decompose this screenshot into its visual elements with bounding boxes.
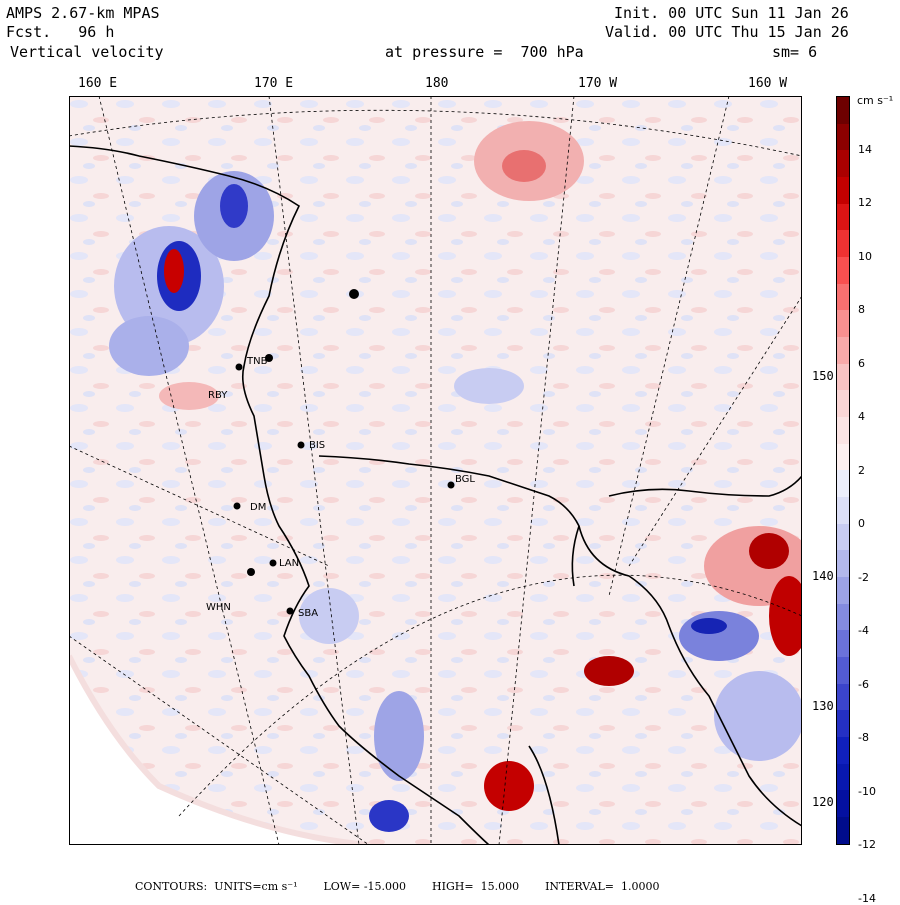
colorbar-swatch bbox=[837, 123, 849, 151]
forecast-hour: Fcst. 96 h bbox=[6, 23, 115, 41]
colorbar-tick-label: 4 bbox=[858, 410, 865, 423]
station-dot bbox=[233, 502, 241, 510]
station-dot bbox=[447, 481, 455, 489]
lon-label: 160 W bbox=[748, 76, 788, 91]
colorbar-swatch bbox=[837, 443, 849, 471]
lon-label: 160 E bbox=[78, 76, 118, 91]
colorbar-swatch bbox=[837, 203, 849, 231]
colorbar-swatch bbox=[837, 257, 849, 284]
station-label: BIS bbox=[309, 440, 325, 451]
colorbar-swatch bbox=[837, 523, 849, 551]
station-label: RBY bbox=[208, 390, 228, 401]
colorbar-tick-label: 14 bbox=[858, 142, 872, 156]
station-markers bbox=[233, 289, 455, 615]
station-dot bbox=[269, 559, 277, 567]
colorbar-swatch bbox=[837, 150, 849, 178]
valid-time: Valid. 00 UTC Thu 15 Jan 26 bbox=[605, 23, 849, 41]
field-background bbox=[69, 96, 802, 845]
model-title: AMPS 2.67-km MPAS bbox=[6, 4, 160, 22]
station-dot bbox=[349, 289, 359, 299]
colorbar-swatch bbox=[837, 737, 849, 764]
colorbar-tick-label: 6 bbox=[858, 356, 865, 370]
colorbar bbox=[836, 96, 850, 845]
colorbar-swatch bbox=[837, 97, 849, 124]
colorbar-tick-label: -2 bbox=[858, 570, 869, 584]
station-label: WHN bbox=[206, 602, 231, 613]
colorbar-tick-label: -8 bbox=[858, 731, 869, 744]
colorbar-swatch bbox=[837, 790, 849, 818]
colorbar-swatch bbox=[837, 577, 849, 604]
field-name: Vertical velocity bbox=[10, 43, 164, 61]
station-dot bbox=[297, 441, 305, 449]
contour-info: CONTOURS: UNITS=cm s⁻¹ LOW= -15.000 HIGH= … bbox=[135, 880, 685, 893]
graticule bbox=[69, 96, 802, 845]
colorbar-tick-label: -12 bbox=[858, 838, 876, 851]
smoothing-value: sm= 6 bbox=[772, 43, 818, 61]
lon-label: 170 E bbox=[254, 76, 294, 91]
station-dot bbox=[265, 354, 273, 362]
colorbar-swatch bbox=[837, 603, 849, 631]
colorbar-swatch bbox=[837, 283, 849, 311]
init-time: Init. 00 UTC Sun 11 Jan 26 bbox=[614, 4, 849, 22]
colorbar-swatch bbox=[837, 763, 849, 791]
colorbar-tick-label: -6 bbox=[858, 677, 869, 691]
colorbar-tick-label: -14 bbox=[858, 891, 876, 905]
lon-label: 180 bbox=[425, 76, 449, 91]
colorbar-tick-label: 0 bbox=[858, 517, 865, 530]
station-label: SBA bbox=[298, 608, 318, 619]
colorbar-tick-label: -10 bbox=[858, 784, 876, 798]
contour-high: HIGH= 15.000 bbox=[432, 880, 520, 893]
colorbar-units: cm s⁻¹ bbox=[857, 94, 894, 107]
contour-units: CONTOURS: UNITS=cm s⁻¹ bbox=[135, 880, 298, 893]
colorbar-tick-label: -4 bbox=[858, 624, 869, 637]
colorbar-swatch bbox=[837, 177, 849, 204]
colorbar-swatch bbox=[837, 310, 849, 338]
contour-low: LOW= -15.000 bbox=[323, 880, 407, 893]
no-data-region bbox=[69, 656, 369, 845]
station-dot bbox=[286, 607, 294, 615]
colorbar-tick-label: 2 bbox=[858, 463, 865, 477]
station-labels: TNB RBY BIS BGL DM LAN WHN SBA bbox=[206, 356, 475, 619]
colorbar-swatch bbox=[837, 390, 849, 418]
colorbar-swatch bbox=[837, 363, 849, 391]
station-label: TNB bbox=[246, 356, 268, 367]
vertical-velocity-map: TNB RBY BIS BGL DM LAN WHN SBA bbox=[69, 96, 802, 845]
colorbar-swatch bbox=[837, 683, 849, 711]
colorbar-tick-label: 12 bbox=[858, 196, 872, 209]
colorbar-swatch bbox=[837, 657, 849, 684]
station-dot bbox=[235, 363, 243, 371]
station-dot bbox=[247, 568, 255, 576]
contour-interval: INTERVAL= 1.0000 bbox=[545, 880, 660, 893]
colorbar-swatch bbox=[837, 817, 849, 844]
colorbar-swatch bbox=[837, 710, 849, 738]
lon-label: 170 W bbox=[578, 76, 618, 91]
map-frame bbox=[69, 96, 802, 845]
colorbar-swatch bbox=[837, 230, 849, 258]
station-label: BGL bbox=[455, 474, 475, 485]
station-label: LAN bbox=[279, 558, 299, 569]
colorbar-swatch bbox=[837, 337, 849, 364]
colorbar-swatch bbox=[837, 497, 849, 524]
colorbar-swatch bbox=[837, 630, 849, 658]
colorbar-swatch bbox=[837, 417, 849, 444]
colorbar-tick-label: 8 bbox=[858, 303, 865, 316]
pressure-level: at pressure = 700 hPa bbox=[385, 43, 584, 61]
colorbar-swatch bbox=[837, 470, 849, 498]
coastline bbox=[69, 145, 802, 845]
colorbar-swatch bbox=[837, 550, 849, 578]
colorbar-tick-label: 10 bbox=[858, 249, 872, 263]
station-label: DM bbox=[250, 502, 266, 513]
